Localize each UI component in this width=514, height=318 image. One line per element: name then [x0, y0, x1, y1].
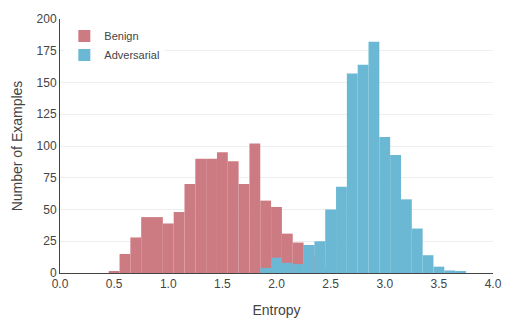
svg-text:150: 150 — [37, 76, 57, 90]
svg-text:Number of Examples: Number of Examples — [9, 81, 25, 212]
svg-text:Benign: Benign — [104, 30, 138, 42]
svg-text:1.0: 1.0 — [160, 277, 177, 291]
svg-text:2.0: 2.0 — [268, 277, 285, 291]
svg-text:2.5: 2.5 — [322, 277, 339, 291]
svg-text:3.5: 3.5 — [431, 277, 448, 291]
svg-text:100: 100 — [37, 139, 57, 153]
svg-text:0: 0 — [50, 266, 57, 280]
svg-text:0.0: 0.0 — [52, 277, 69, 291]
svg-text:25: 25 — [43, 234, 57, 248]
svg-text:Entropy: Entropy — [252, 302, 300, 318]
svg-text:Adversarial: Adversarial — [104, 49, 159, 61]
svg-text:1.5: 1.5 — [214, 277, 231, 291]
svg-text:0.5: 0.5 — [106, 277, 123, 291]
svg-text:50: 50 — [43, 203, 57, 217]
svg-text:4.0: 4.0 — [485, 277, 502, 291]
svg-text:3.0: 3.0 — [376, 277, 393, 291]
svg-text:125: 125 — [37, 107, 57, 121]
svg-text:200: 200 — [37, 12, 57, 26]
svg-text:175: 175 — [37, 44, 57, 58]
svg-text:75: 75 — [43, 171, 57, 185]
